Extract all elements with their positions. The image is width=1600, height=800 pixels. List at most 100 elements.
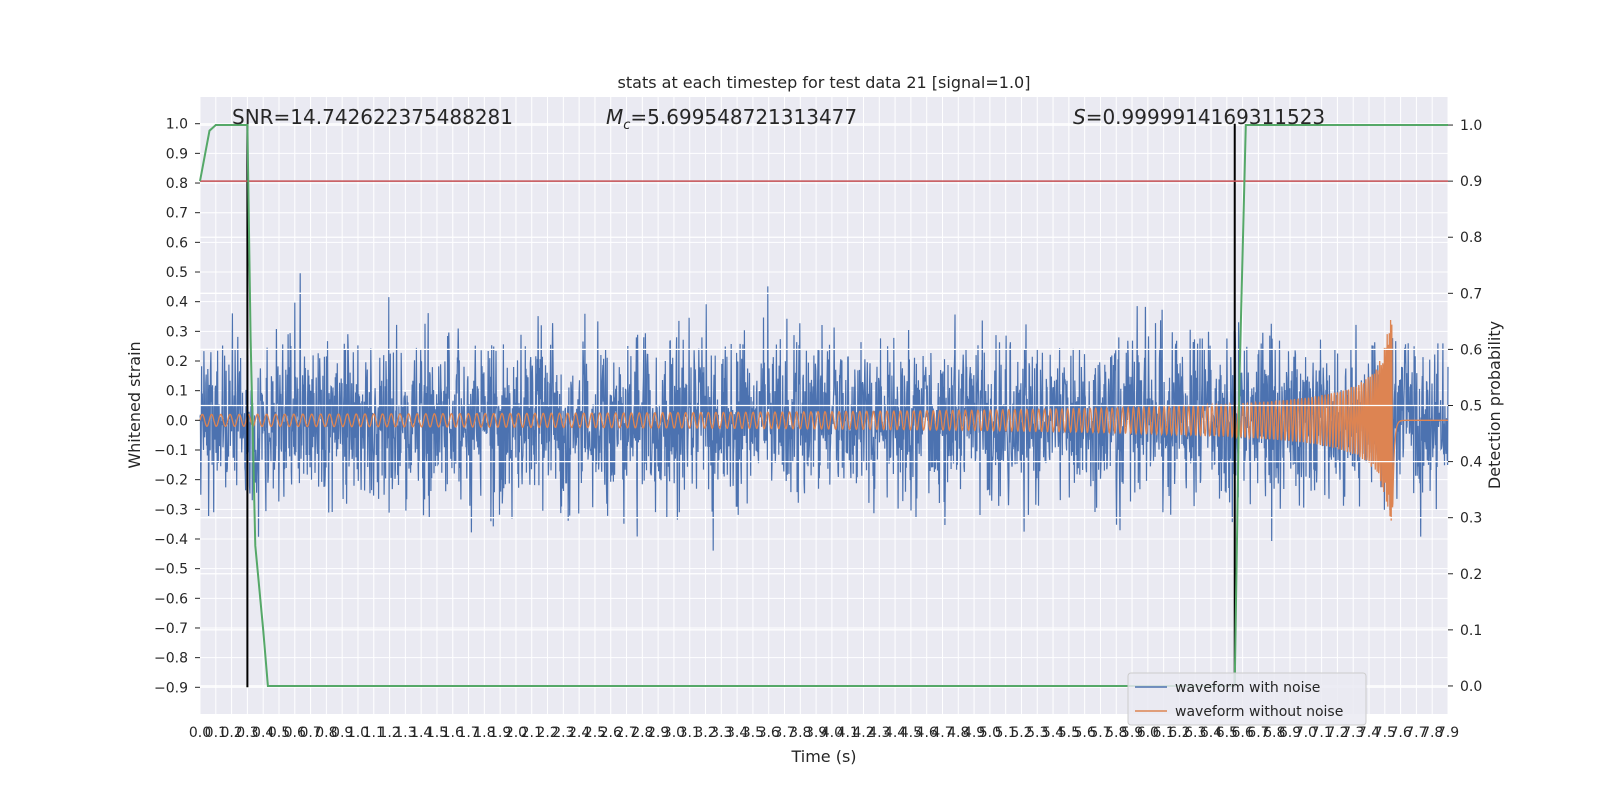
chirp-mass-annotation: Mc=5.699548721313477 (606, 105, 857, 133)
x-tick-label: 0.1 (205, 725, 227, 741)
x-tick-label: 4.6 (916, 725, 938, 741)
x-tick-label: 7.0 (1295, 725, 1317, 741)
x-tick-label: 0.8 (315, 725, 337, 741)
legend-box (1127, 672, 1367, 726)
y-axis-label: Whitened strain (125, 341, 144, 468)
y-tick-label: −0.8 (154, 651, 188, 667)
significance-symbol: S (1073, 105, 1086, 129)
x-tick-label: 7.7 (1405, 725, 1427, 741)
x-tick-label: 0.4 (252, 725, 274, 741)
y-tick-label: 0.2 (166, 354, 188, 370)
y-tick-label: 0.6 (166, 235, 188, 251)
x-tick-label: 0.9 (331, 725, 353, 741)
x-tick-label: 2.9 (647, 725, 669, 741)
x-tick-label: 4.9 (963, 725, 985, 741)
y-tick-label: −0.9 (154, 680, 188, 696)
x-tick-label: 5.5 (1058, 725, 1080, 741)
x-tick-label: 7.2 (1326, 725, 1348, 741)
chirp-mass-value: =5.699548721313477 (630, 105, 857, 129)
x-tick-label: 6.3 (1184, 725, 1206, 741)
y-tick-label: 0.5 (166, 265, 188, 281)
x-tick-label: 5.2 (1010, 725, 1032, 741)
y-tick-label: 0.9 (166, 146, 188, 162)
x-tick-label: 1.7 (457, 725, 479, 741)
series-detection-probability (199, 124, 1448, 687)
y-tick-label: 0.7 (166, 206, 188, 222)
snr-annotation: SNR=14.742622375488281 (232, 105, 513, 129)
x-tick-label: 5.9 (1121, 725, 1143, 741)
x-tick-label: 1.5 (426, 725, 448, 741)
x-tick-label: 2.7 (615, 725, 637, 741)
x-tick-label: 6.8 (1263, 725, 1285, 741)
x-tick-label: 6.7 (1247, 725, 1269, 741)
x-tick-label: 6.4 (1200, 725, 1222, 741)
chart-title: stats at each timestep for test data 21 … (618, 73, 1031, 92)
y2-tick-label: 0.6 (1460, 342, 1482, 358)
y2-tick-label: 0.9 (1460, 174, 1482, 190)
x-tick-label: 0.7 (299, 725, 321, 741)
x-tick-label: 5.0 (979, 725, 1001, 741)
y2-tick-label: 0.5 (1460, 399, 1482, 415)
y-tick-label: 0.8 (166, 176, 188, 192)
x-tick-label: 4.0 (821, 725, 843, 741)
x-tick-label: 6.1 (1153, 725, 1175, 741)
x-tick-label: 0.0 (189, 725, 211, 741)
x-tick-label: 2.6 (600, 725, 622, 741)
y-tick-label: −0.4 (154, 532, 188, 548)
x-tick-label: 7.3 (1342, 725, 1364, 741)
x-tick-label: 1.1 (363, 725, 385, 741)
x-tick-label: 7.4 (1358, 725, 1380, 741)
significance-value: =0.9999914169311523 (1086, 105, 1325, 129)
y2-tick-label: 1.0 (1460, 118, 1482, 134)
x-tick-label: 5.6 (1074, 725, 1096, 741)
x-tick-label: 2.3 (552, 725, 574, 741)
x-tick-label: 3.4 (726, 725, 748, 741)
x-tick-label: 6.5 (1216, 725, 1238, 741)
x-tick-label: 2.0 (505, 725, 527, 741)
y-tick-label: −0.3 (154, 502, 188, 518)
x-tick-label: 3.7 (773, 725, 795, 741)
y2-tick-label: 0.1 (1460, 623, 1482, 639)
y2-axis-label: Detection probability (1485, 321, 1504, 489)
x-tick-label: 3.6 (758, 725, 780, 741)
x-tick-label: 3.3 (710, 725, 732, 741)
x-tick-label: 2.1 (521, 725, 543, 741)
y-tick-label: −0.2 (154, 473, 188, 489)
x-tick-label: 7.6 (1389, 725, 1411, 741)
x-tick-label: 3.9 (805, 725, 827, 741)
x-tick-label: 1.2 (378, 725, 400, 741)
y2-tick-label: 0.7 (1460, 286, 1482, 302)
y-tick-label: −0.5 (154, 562, 188, 578)
x-tick-label: 4.2 (852, 725, 874, 741)
x-tick-label: 4.7 (931, 725, 953, 741)
x-tick-label: 7.9 (1437, 725, 1459, 741)
x-tick-label: 4.3 (868, 725, 890, 741)
chirp-mass-subscript: c (623, 118, 630, 133)
x-tick-label: 4.8 (947, 725, 969, 741)
clean-waveform-line (199, 319, 1448, 521)
x-tick-label: 0.6 (284, 725, 306, 741)
x-tick-label: 2.4 (568, 725, 590, 741)
legend: waveform with noise waveform without noi… (1127, 672, 1367, 726)
x-tick-label: 5.4 (1042, 725, 1064, 741)
x-tick-label: 4.4 (884, 725, 906, 741)
x-tick-label: 0.2 (220, 725, 242, 741)
y2-tick-label: 0.4 (1460, 455, 1482, 471)
x-tick-label: 0.3 (236, 725, 258, 741)
chirp-mass-symbol: M (606, 105, 623, 129)
x-axis-ticks: 0.00.10.20.30.40.50.60.70.80.91.01.11.21… (189, 725, 1459, 741)
x-tick-label: 6.9 (1279, 725, 1301, 741)
marker-lines (246, 123, 1236, 688)
x-tick-label: 7.8 (1421, 725, 1443, 741)
x-tick-label: 2.5 (584, 725, 606, 741)
y2-tick-label: 0.3 (1460, 511, 1482, 527)
x-tick-label: 1.3 (394, 725, 416, 741)
x-tick-label: 2.8 (631, 725, 653, 741)
x-tick-label: 4.5 (900, 725, 922, 741)
y-tick-label: −0.1 (154, 443, 188, 459)
x-tick-label: 5.1 (995, 725, 1017, 741)
significance-annotation: S=0.9999914169311523 (1073, 105, 1325, 129)
y2-tick-label: 0.8 (1460, 230, 1482, 246)
x-tick-label: 1.4 (410, 725, 432, 741)
